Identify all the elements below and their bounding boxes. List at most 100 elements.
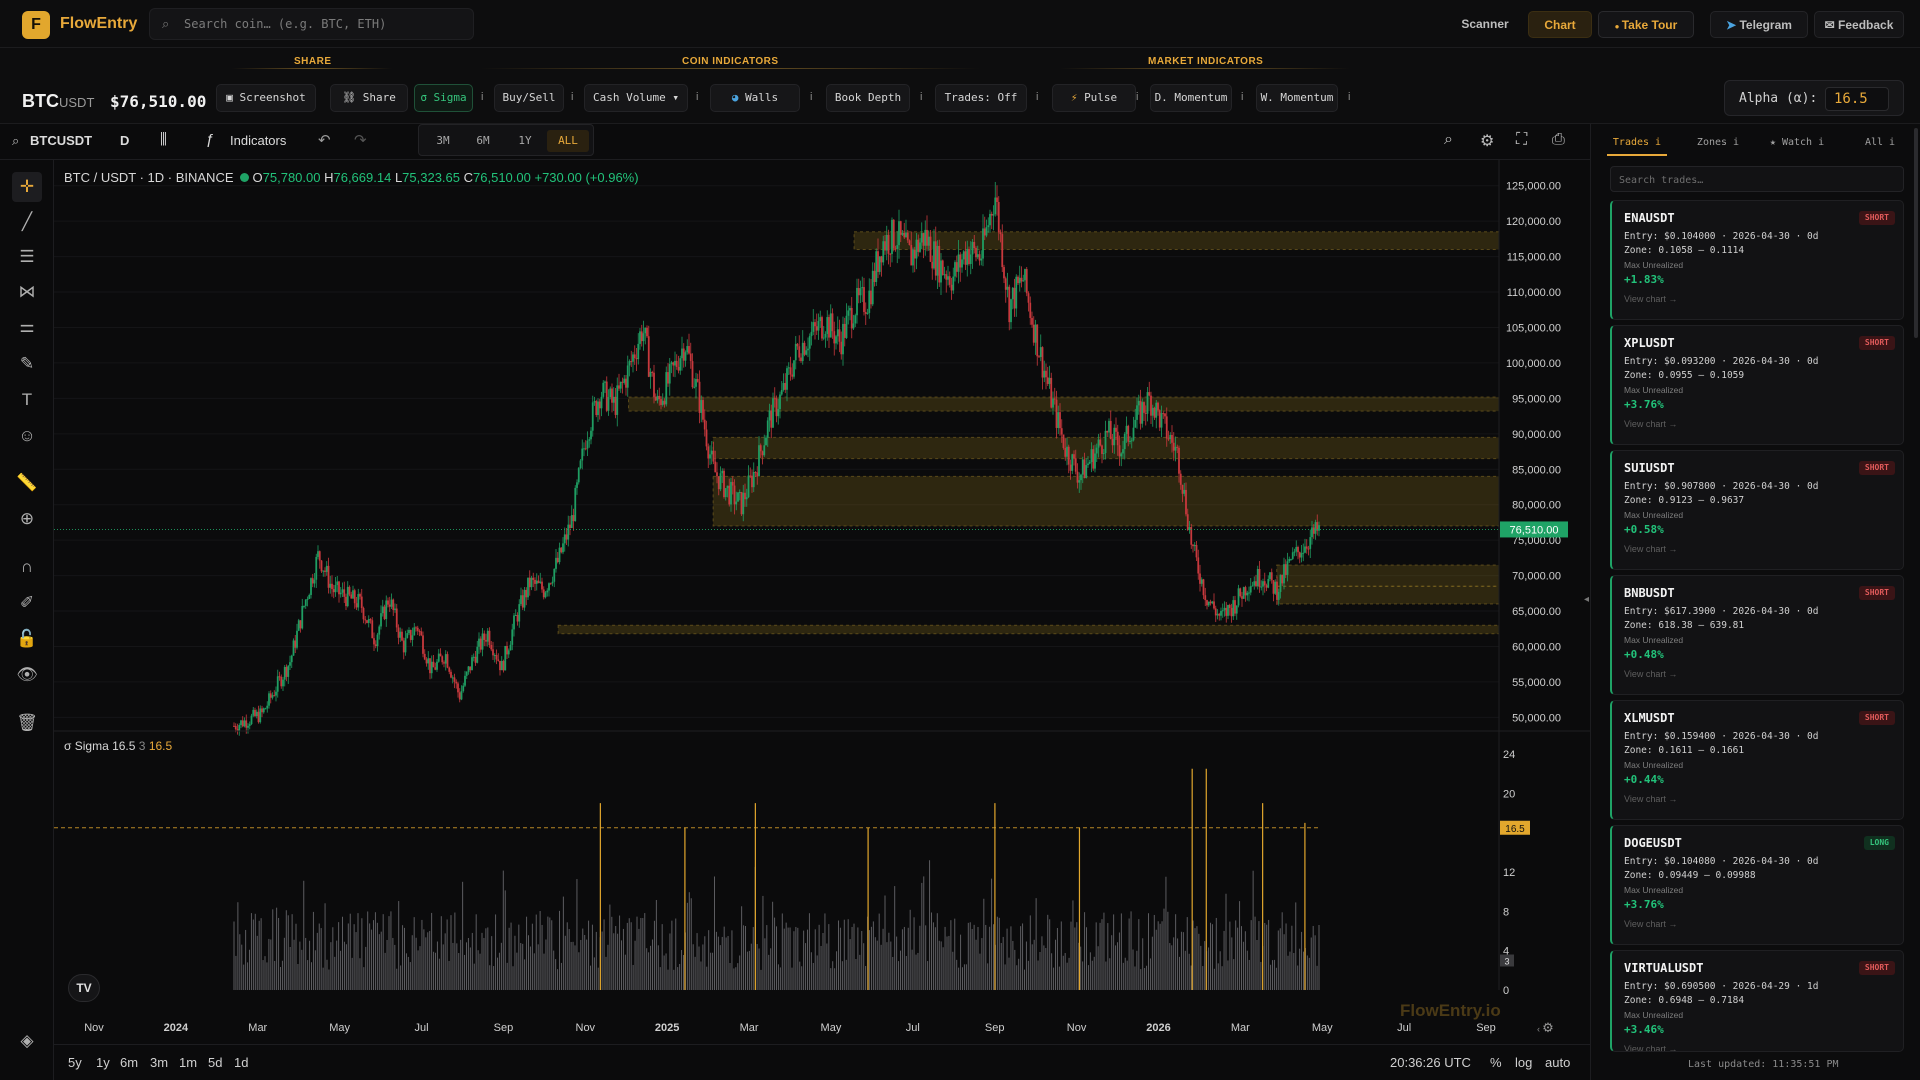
lock-drawing-icon[interactable]: ✐ [19, 593, 35, 612]
take-tour-button[interactable]: ● Take Tour [1598, 11, 1694, 38]
trade-card[interactable]: XPLUSDT SHORT Entry: $0.093200 · 2026-04… [1610, 325, 1904, 445]
emoji-icon[interactable]: ☺ [18, 426, 36, 445]
candle-style-icon[interactable]: ⫼ [160, 131, 167, 148]
telegram-button[interactable]: ➤ Telegram [1710, 11, 1808, 38]
visibility-eye-icon[interactable]: 👁 [16, 665, 38, 684]
logo-icon[interactable]: F [22, 11, 50, 39]
trade-card[interactable]: SUIUSDT SHORT Entry: $0.907800 · 2026-04… [1610, 450, 1904, 570]
cash-volume-dropdown[interactable]: Cash Volume ▾ [584, 84, 688, 112]
trades-toggle[interactable]: Trades: Off [935, 84, 1027, 112]
tf-3m[interactable]: 3m [150, 1055, 169, 1070]
view-chart-link[interactable]: View chart → [1624, 294, 1678, 304]
tradingview-logo[interactable]: TV [68, 974, 100, 1002]
fib-lines-icon[interactable]: ☰ [19, 247, 35, 266]
time-axis[interactable]: Nov 2024 Mar May Jul Sep Nov 2025 Mar May Jul Sep No… [84, 1021, 1554, 1036]
sigma-info-icon[interactable]: i [481, 91, 484, 103]
brush-icon[interactable]: ✎ [19, 354, 35, 373]
trades-info-icon[interactable]: i [1036, 91, 1039, 103]
view-chart-link[interactable]: View chart → [1624, 1044, 1678, 1052]
layers-icon[interactable]: ◈ [20, 1031, 34, 1050]
magnet-icon[interactable]: ∩ [20, 557, 34, 576]
view-chart-link[interactable]: View chart → [1624, 919, 1678, 929]
interval-button[interactable]: D [120, 133, 130, 148]
fullscreen-icon[interactable]: ⛶ [1516, 131, 1528, 148]
sigma-toggle[interactable]: σ Sigma [414, 84, 473, 112]
trade-card[interactable]: XLMUSDT SHORT Entry: $0.159400 · 2026-04… [1610, 700, 1904, 820]
cashvolume-info-icon[interactable]: i [696, 91, 699, 103]
panel-scrollbar[interactable] [1914, 128, 1918, 338]
trade-card[interactable]: VIRTUALUSDT SHORT Entry: $0.690500 · 202… [1610, 950, 1904, 1052]
buysell-info-icon[interactable]: i [571, 91, 574, 103]
coin-search-input[interactable] [184, 14, 464, 34]
trade-card[interactable]: BNBUSDT SHORT Entry: $617.3900 · 2026-04… [1610, 575, 1904, 695]
redo-icon[interactable]: ↷ [354, 132, 367, 149]
range-all[interactable]: ALL [547, 130, 589, 152]
tf-5y[interactable]: 5y [68, 1055, 82, 1070]
view-chart-link[interactable]: View chart → [1624, 669, 1678, 679]
bookdepth-info-icon[interactable]: i [920, 91, 923, 103]
tf-1d[interactable]: 1d [234, 1055, 249, 1070]
zoom-in-icon[interactable]: ⊕ [19, 509, 35, 528]
ruler-icon[interactable]: 📏 [16, 473, 38, 492]
buysell-toggle[interactable]: Buy/Sell [494, 84, 564, 112]
tf-6m[interactable]: 6m [120, 1055, 139, 1070]
zoom-search-icon[interactable]: ⌕ [1444, 131, 1453, 148]
wmomentum-info-icon[interactable]: i [1348, 91, 1351, 103]
percent-toggle[interactable]: % [1490, 1055, 1502, 1070]
trash-icon[interactable]: 🗑 [16, 713, 38, 732]
crosshair-icon[interactable]: ✛ [12, 172, 42, 202]
view-chart-link[interactable]: View chart → [1624, 544, 1678, 554]
tf-5d[interactable]: 5d [208, 1055, 223, 1070]
walls-toggle[interactable]: ◕ Walls [710, 84, 800, 112]
chart-symbol[interactable]: BTCUSDT [30, 133, 93, 148]
sigma-axis[interactable]: 24 20 16.5 12 8 43 0 [1500, 749, 1530, 997]
collapse-arrow-icon[interactable]: ‹ [1537, 1024, 1540, 1034]
screenshot-button[interactable]: ▣ Screenshot [216, 84, 316, 112]
settings-gear-icon[interactable]: ⚙ [1480, 133, 1495, 150]
trade-card[interactable]: ENAUSDT SHORT Entry: $0.104000 · 2026-04… [1610, 200, 1904, 320]
d-momentum-toggle[interactable]: D. Momentum [1150, 84, 1232, 112]
tab-watch[interactable]: ★ Watch i [1769, 137, 1825, 148]
view-chart-link[interactable]: View chart → [1624, 794, 1678, 804]
trade-card[interactable]: DOGEUSDT LONG Entry: $0.104080 · 2026-04… [1610, 825, 1904, 945]
log-toggle[interactable]: log [1515, 1055, 1533, 1070]
coin-search-box[interactable]: ⌕ [149, 8, 474, 40]
axis-settings-icon[interactable]: ⚙ [1542, 1021, 1554, 1036]
tf-1y[interactable]: 1y [96, 1055, 110, 1070]
alpha-input[interactable]: 16.5 [1825, 87, 1889, 111]
price-chart[interactable]: 125,000.00 120,000.00 115,000.00 110,000.00… [54, 160, 1590, 1044]
text-icon[interactable]: T [21, 390, 33, 409]
brand-name[interactable]: FlowEntry [60, 15, 138, 32]
undo-icon[interactable]: ↶ [318, 132, 331, 149]
tab-zones[interactable]: Zones i [1696, 137, 1740, 148]
panel-collapse-icon[interactable]: ◂ [1584, 594, 1590, 605]
book-depth-toggle[interactable]: Book Depth [826, 84, 910, 112]
share-button[interactable]: ⛓ Share [330, 84, 408, 112]
nav-scanner[interactable]: Scanner [1461, 17, 1509, 31]
range-1y[interactable]: 1Y [518, 134, 532, 147]
indicators-icon[interactable]: ƒ [206, 131, 215, 148]
trend-line-icon[interactable]: ╱ [21, 212, 33, 231]
auto-toggle[interactable]: auto [1545, 1055, 1571, 1070]
w-momentum-toggle[interactable]: W. Momentum [1256, 84, 1338, 112]
range-3m[interactable]: 3M [436, 134, 450, 147]
price-axis[interactable]: 125,000.00 120,000.00 115,000.00 110,000.00… [1498, 160, 1561, 990]
trade-search-input[interactable] [1619, 171, 1889, 189]
indicators-button[interactable]: Indicators [230, 133, 287, 148]
pattern-icon[interactable]: ⋈ [18, 282, 36, 301]
lock-icon[interactable]: 🔓 [16, 629, 38, 648]
nav-chart[interactable]: Chart [1528, 11, 1592, 38]
prediction-icon[interactable]: ⚌ [19, 317, 35, 336]
trade-search-box[interactable] [1610, 166, 1904, 192]
pulse-toggle[interactable]: ⚡ Pulse [1052, 84, 1136, 112]
snapshot-camera-icon[interactable]: ⎙ [1552, 131, 1565, 148]
tf-1m[interactable]: 1m [179, 1055, 198, 1070]
dmomentum-info-icon[interactable]: i [1241, 91, 1244, 103]
walls-info-icon[interactable]: i [810, 91, 813, 103]
pulse-info-icon[interactable]: i [1136, 91, 1139, 103]
symbol-search-icon[interactable]: ⌕ [12, 133, 20, 148]
utc-clock[interactable]: 20:36:26 UTC [1390, 1055, 1471, 1070]
tab-all[interactable]: All i [1864, 137, 1896, 148]
view-chart-link[interactable]: View chart → [1624, 419, 1678, 429]
feedback-button[interactable]: ✉ Feedback [1814, 11, 1904, 38]
